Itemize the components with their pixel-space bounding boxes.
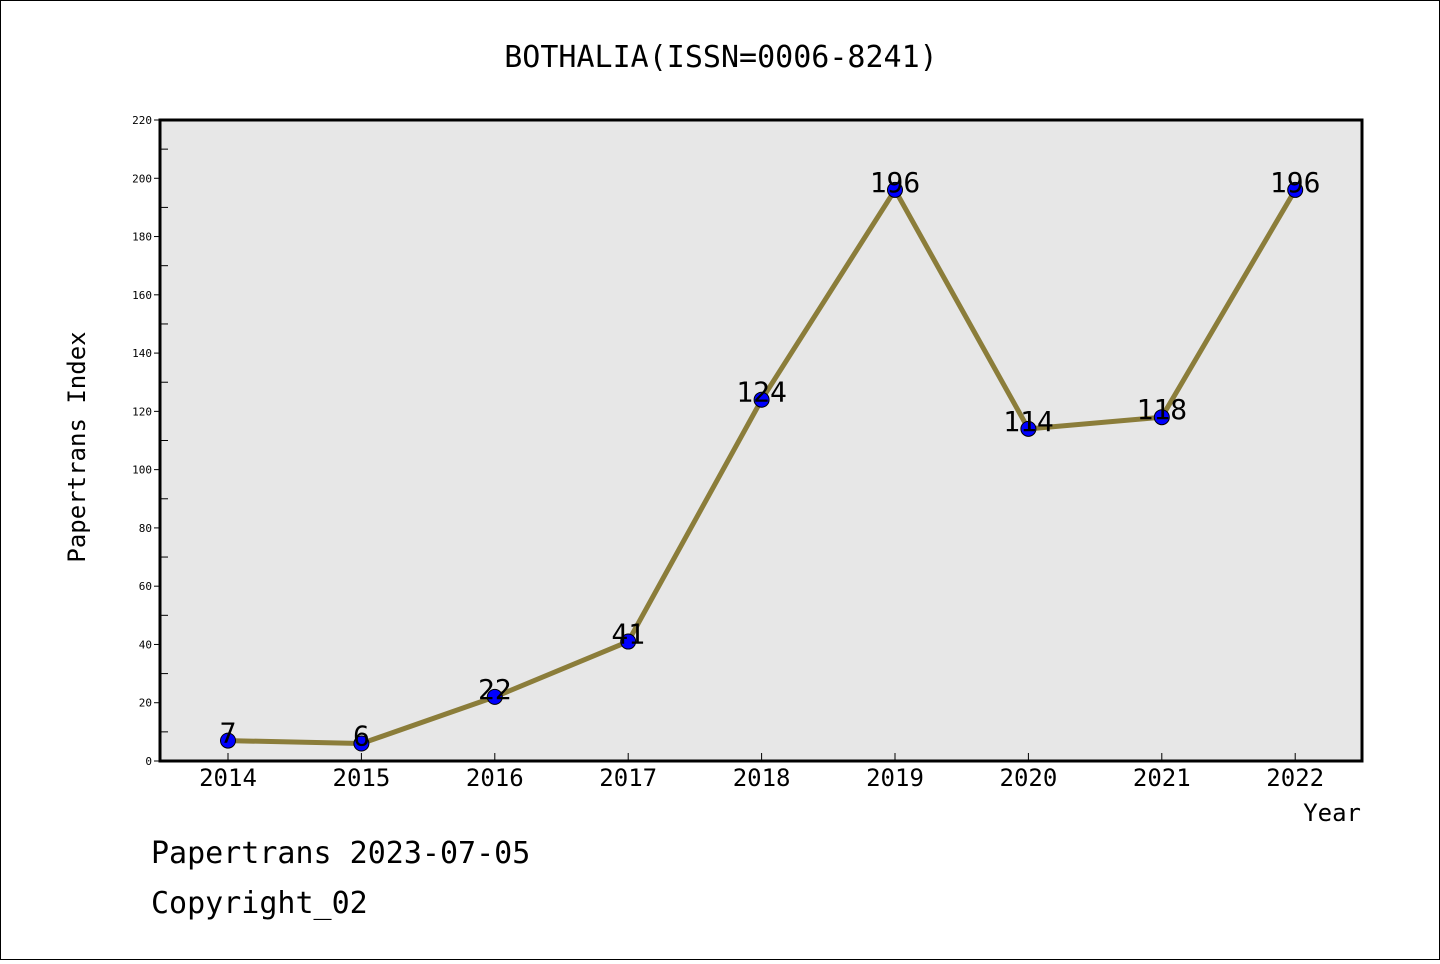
footer-copyright: Copyright_02 — [151, 886, 368, 921]
x-tick-label: 2015 — [333, 764, 391, 792]
data-point — [753, 391, 770, 408]
x-tick-label: 2020 — [1000, 764, 1058, 792]
y-tick-label: 120 — [132, 405, 152, 418]
plot-area — [158, 118, 1364, 763]
data-point — [620, 633, 637, 650]
y-tick-label: 220 — [132, 114, 152, 127]
data-point — [353, 735, 370, 752]
y-tick-label: 0 — [145, 755, 152, 768]
series-group: 7 6 22 41 124 196 114 118 196 — [220, 166, 1321, 753]
x-tick-label: 2014 — [199, 764, 257, 792]
data-point — [1153, 409, 1170, 426]
y-tick-label: 140 — [132, 347, 152, 360]
y-tick-label: 80 — [139, 522, 152, 535]
data-label: 124 — [736, 376, 787, 409]
data-label: 41 — [611, 618, 645, 651]
data-label: 6 — [353, 720, 370, 753]
y-tick-label: 40 — [139, 638, 152, 651]
x-axis-label: Year — [1303, 799, 1361, 827]
x-tick-label: 2019 — [866, 764, 924, 792]
y-tick-label: 100 — [132, 464, 152, 477]
data-point — [220, 732, 236, 749]
data-point — [1020, 420, 1037, 437]
data-point — [486, 688, 503, 705]
y-axis-label: Papertrans Index — [63, 331, 91, 562]
data-label: 22 — [478, 673, 512, 706]
x-tick-label: 2021 — [1133, 764, 1191, 792]
x-tick-label: 2018 — [733, 764, 791, 792]
data-point — [1287, 181, 1304, 198]
data-label: 196 — [1270, 166, 1321, 199]
data-label: 114 — [1003, 405, 1054, 438]
y-tick-label: 160 — [132, 289, 152, 302]
y-axis: 0 20 40 60 80 100 120 140 160 180 200 220 — [132, 114, 168, 768]
y-tick-label: 20 — [139, 697, 152, 710]
x-tick-label: 2016 — [466, 764, 524, 792]
data-label: 196 — [870, 166, 921, 199]
data-point — [887, 181, 903, 198]
footer-date: Papertrans 2023-07-05 — [151, 836, 531, 871]
y-tick-label: 60 — [139, 580, 152, 593]
x-tick-label: 2017 — [599, 764, 657, 792]
data-label: 118 — [1137, 393, 1188, 426]
y-tick-label: 180 — [132, 231, 152, 244]
x-tick-label: 2022 — [1266, 764, 1324, 792]
chart-title: BOTHALIA(ISSN=0006-8241) — [504, 40, 937, 75]
y-tick-label: 200 — [132, 172, 152, 185]
x-axis: 2014 2015 2016 2017 2018 2019 2020 2021 2022 — [199, 753, 1324, 792]
data-label: 7 — [220, 717, 237, 750]
